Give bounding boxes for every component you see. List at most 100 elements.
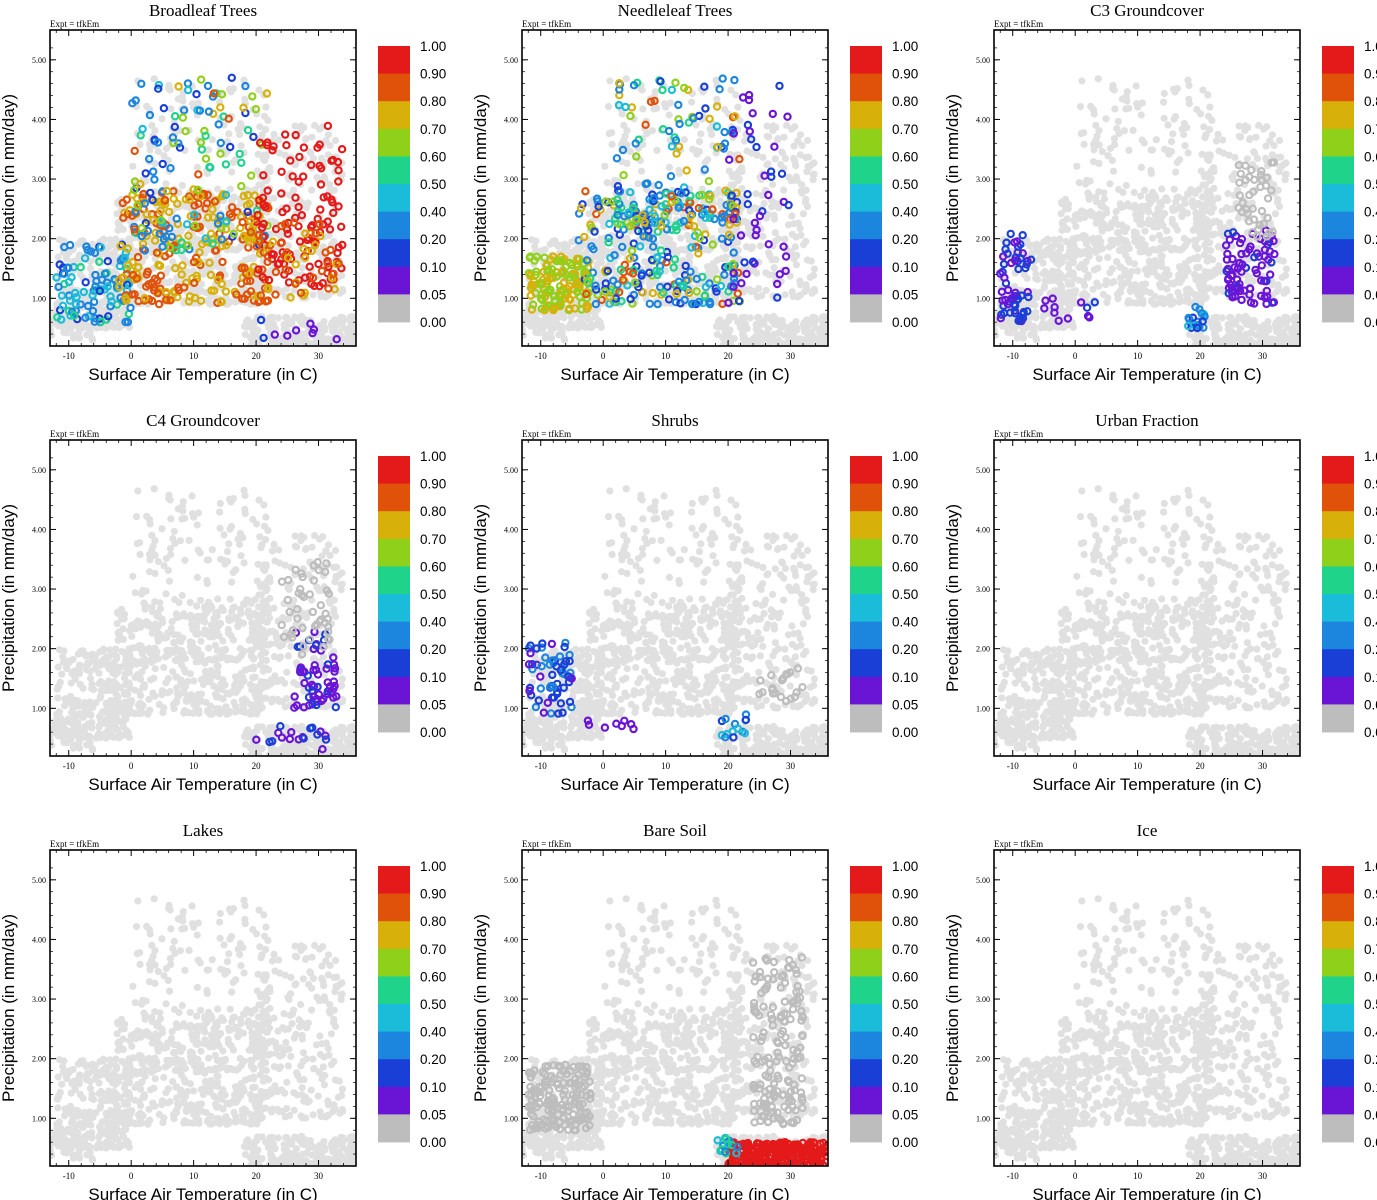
background-point (148, 121, 156, 129)
data-point (324, 284, 333, 293)
background-point (802, 186, 810, 194)
background-point (254, 341, 263, 346)
colorbar-label: 0.60 (420, 149, 446, 164)
data-point (130, 146, 139, 156)
data-point (541, 288, 550, 298)
data-point (278, 207, 287, 217)
data-point (784, 200, 793, 210)
background-point (774, 135, 782, 143)
background-point (203, 169, 211, 178)
data-point (82, 242, 91, 251)
data-point (701, 282, 711, 292)
colorbar-swatch (850, 184, 882, 212)
data-point (613, 181, 623, 191)
colorbar-swatch (378, 184, 410, 212)
data-point (748, 109, 757, 118)
background-point (648, 127, 657, 135)
background-point (316, 125, 324, 133)
data-point (295, 152, 304, 162)
background-point (577, 243, 585, 251)
colorbar-swatch (850, 128, 882, 157)
data-point (680, 83, 689, 93)
colorbar-swatch (378, 239, 410, 268)
data-point (221, 190, 231, 200)
data-point (243, 234, 252, 243)
data-point (582, 301, 591, 311)
data-point (249, 132, 258, 142)
background-point (274, 314, 282, 322)
background-point (1098, 245, 1107, 253)
data-point (194, 257, 203, 267)
background-point (330, 237, 338, 245)
background-point (243, 323, 251, 331)
data-point (775, 81, 784, 91)
background-point (290, 286, 298, 294)
data-point (110, 275, 119, 284)
background-point (760, 200, 768, 208)
background-point (792, 261, 801, 269)
colorbar-swatch (850, 211, 882, 240)
data-point (96, 243, 106, 252)
background-point (721, 253, 730, 261)
data-point (299, 244, 308, 253)
background-point (1065, 288, 1073, 296)
background-point (753, 269, 761, 277)
background-point (307, 149, 315, 157)
background-point (807, 328, 815, 336)
data-point (656, 246, 666, 255)
background-point (593, 252, 601, 261)
data-point (97, 275, 107, 284)
background-point (595, 317, 603, 325)
background-point (666, 99, 675, 107)
data-point (181, 126, 190, 136)
background-point (1113, 258, 1121, 266)
background-point (1095, 255, 1103, 263)
background-point (746, 314, 754, 322)
background-point (291, 122, 299, 130)
data-point (317, 164, 326, 173)
y-tick-label: 4.00 (504, 115, 518, 124)
data-point (174, 286, 184, 295)
data-point (195, 106, 205, 115)
background-point (602, 214, 610, 222)
background-point (1058, 258, 1066, 266)
background-point (790, 142, 798, 150)
data-point (118, 198, 128, 208)
background-point (254, 326, 262, 334)
background-point (626, 147, 634, 156)
background-point (60, 328, 68, 336)
data-point (106, 292, 115, 301)
background-point (634, 180, 642, 188)
background-point (716, 316, 724, 324)
colorbar-label: 0.70 (892, 122, 918, 137)
data-point (580, 232, 589, 242)
background-point (308, 133, 316, 141)
background-point (253, 167, 261, 175)
background-point (785, 173, 793, 181)
data-point (229, 229, 238, 238)
data-point (189, 257, 199, 267)
x-tick-label: 20 (724, 351, 734, 361)
data-point (141, 282, 151, 291)
data-point (174, 82, 183, 91)
background-point (762, 339, 770, 346)
colorbar-swatch (378, 101, 410, 130)
data-point (626, 111, 635, 121)
colorbar-label: 0.40 (420, 205, 446, 220)
data-point (174, 139, 183, 148)
background-point (807, 161, 815, 169)
data-point (190, 210, 199, 219)
data-point (337, 222, 346, 231)
data-point (151, 228, 160, 238)
background-point (523, 312, 531, 320)
background-point (788, 288, 796, 296)
data-point (540, 253, 549, 262)
background-point (539, 325, 547, 333)
data-point (153, 84, 163, 93)
background-point (1174, 288, 1182, 297)
data-point (193, 185, 202, 194)
y-tick-label: 4.00 (32, 115, 46, 124)
background-point (762, 214, 771, 222)
data-point (263, 138, 272, 147)
background-point (1180, 130, 1188, 139)
